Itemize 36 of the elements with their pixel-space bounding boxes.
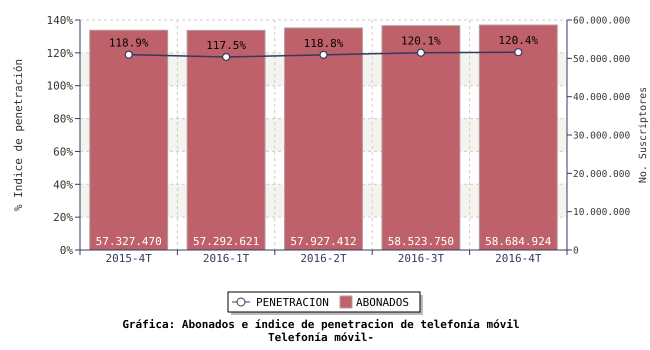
legend-label: PENETRACION: [256, 296, 329, 309]
y2-tick-label: 60.000.000: [573, 16, 630, 26]
y2-tick-label: 40.000.000: [573, 92, 630, 104]
data-label: 120.1%: [401, 34, 442, 48]
y-tick-label: 120%: [46, 46, 74, 60]
data-label: 118.9%: [108, 36, 149, 50]
y2-tick-label: 0: [573, 246, 579, 256]
y-tick-label: 80%: [53, 112, 74, 126]
data-label: 58.684.924: [485, 235, 552, 248]
y2-tick-label: 10.000.000: [573, 207, 630, 218]
data-label: 57.327.470: [96, 235, 162, 248]
y-axis-title: % Indice de penetración: [12, 58, 25, 212]
y2-tick-label: 50.000.000: [573, 54, 630, 65]
y2-tick-label: 20.000.000: [573, 168, 630, 180]
y-tick-label: 40%: [53, 178, 74, 192]
data-label: 117.5%: [206, 38, 246, 52]
data-label: 58.523.750: [388, 235, 454, 248]
data-label: 57.927.412: [290, 235, 357, 248]
y-tick-label: 60%: [53, 145, 74, 158]
y-tick-label: 20%: [53, 211, 74, 224]
data-label: 120.4%: [498, 34, 539, 48]
x-tick-label: 2016-2T: [300, 252, 348, 265]
y-tick-label: 0%: [60, 244, 74, 257]
legend-label: ABONADOS: [356, 296, 409, 309]
y2-tick-label: 30.000.000: [573, 130, 630, 142]
x-tick-label: 2016-4T: [495, 252, 542, 265]
y-tick-label: 140%: [46, 14, 74, 27]
y2-axis-title: No. Suscriptores: [638, 86, 649, 184]
text: Telefonía móvil-: [268, 331, 374, 344]
x-tick-label: 2015-4T: [106, 252, 152, 265]
text: Gráfica: Abonados e índice de penetracion de telefonía móvil: [122, 318, 520, 331]
data-label: 118.8%: [304, 36, 344, 50]
data-label: 57.292.621: [192, 235, 260, 248]
y-tick-label: 100%: [46, 80, 74, 93]
x-tick-label: 2016-3T: [398, 252, 444, 265]
x-tick-label: 2016-1T: [202, 252, 250, 265]
